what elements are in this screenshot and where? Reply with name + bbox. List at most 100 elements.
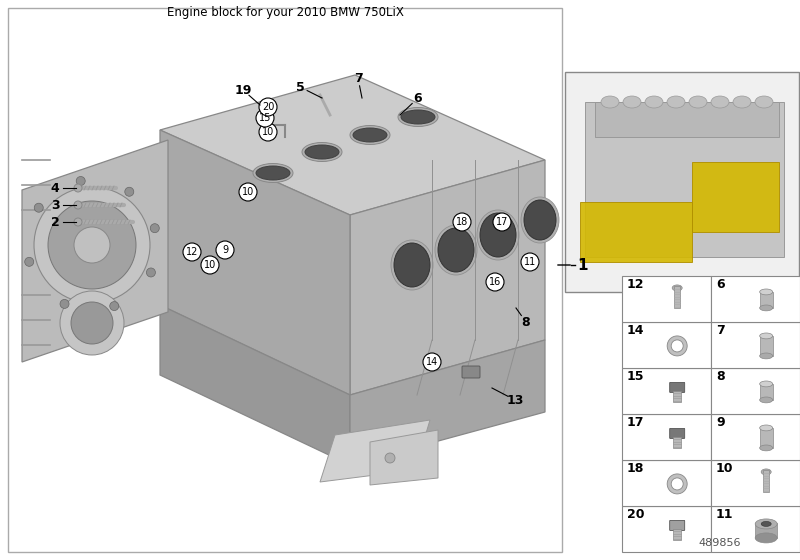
Ellipse shape xyxy=(256,166,290,180)
Text: 1: 1 xyxy=(577,258,587,273)
Text: 10: 10 xyxy=(716,461,734,474)
Ellipse shape xyxy=(761,521,771,526)
Text: 15: 15 xyxy=(259,113,271,123)
Text: 16: 16 xyxy=(489,277,501,287)
Ellipse shape xyxy=(623,96,641,108)
Polygon shape xyxy=(160,75,545,215)
Ellipse shape xyxy=(394,243,430,287)
Ellipse shape xyxy=(524,200,556,240)
Polygon shape xyxy=(160,305,350,465)
Bar xyxy=(711,460,800,506)
Text: 8: 8 xyxy=(716,370,725,382)
Ellipse shape xyxy=(760,353,773,359)
Bar xyxy=(711,414,800,460)
Polygon shape xyxy=(320,420,430,482)
Bar xyxy=(622,276,711,322)
Ellipse shape xyxy=(521,197,559,243)
Text: 7: 7 xyxy=(716,324,725,337)
Text: 17: 17 xyxy=(496,217,508,227)
Polygon shape xyxy=(585,102,784,257)
Bar xyxy=(711,368,800,414)
Bar xyxy=(760,384,773,400)
Ellipse shape xyxy=(353,128,387,142)
Circle shape xyxy=(671,478,683,490)
Text: 6: 6 xyxy=(716,278,725,291)
Ellipse shape xyxy=(760,289,773,295)
Circle shape xyxy=(125,187,134,196)
Circle shape xyxy=(667,336,687,356)
Text: 11: 11 xyxy=(524,257,536,267)
Bar xyxy=(674,286,680,308)
Text: 5: 5 xyxy=(296,81,304,94)
Text: 12: 12 xyxy=(186,247,198,257)
Circle shape xyxy=(671,340,683,352)
Text: 10: 10 xyxy=(262,127,274,137)
Polygon shape xyxy=(580,202,692,262)
FancyBboxPatch shape xyxy=(670,520,685,530)
Circle shape xyxy=(453,213,471,231)
Bar xyxy=(622,414,711,460)
Text: 10: 10 xyxy=(242,187,254,197)
Ellipse shape xyxy=(761,469,771,475)
FancyBboxPatch shape xyxy=(670,428,685,438)
Circle shape xyxy=(385,453,395,463)
Ellipse shape xyxy=(755,533,777,543)
Ellipse shape xyxy=(711,96,729,108)
FancyBboxPatch shape xyxy=(670,382,685,393)
Ellipse shape xyxy=(667,96,685,108)
Polygon shape xyxy=(692,162,779,232)
Bar xyxy=(760,336,773,356)
Text: 6: 6 xyxy=(414,91,422,105)
Circle shape xyxy=(259,98,277,116)
Circle shape xyxy=(423,353,441,371)
Circle shape xyxy=(150,223,159,232)
Ellipse shape xyxy=(601,96,619,108)
Bar xyxy=(673,437,681,448)
Bar xyxy=(622,368,711,414)
Ellipse shape xyxy=(398,108,438,127)
Bar xyxy=(8,8,562,552)
Ellipse shape xyxy=(435,225,477,275)
Polygon shape xyxy=(350,340,545,465)
Ellipse shape xyxy=(391,240,433,290)
Polygon shape xyxy=(22,140,168,362)
Circle shape xyxy=(74,227,110,263)
Ellipse shape xyxy=(401,110,435,124)
Text: 18: 18 xyxy=(627,461,644,474)
Ellipse shape xyxy=(305,145,339,159)
Polygon shape xyxy=(350,160,545,395)
Text: 12: 12 xyxy=(627,278,645,291)
Text: 9: 9 xyxy=(222,245,228,255)
Ellipse shape xyxy=(689,96,707,108)
Text: 11: 11 xyxy=(716,507,734,520)
Polygon shape xyxy=(370,430,438,485)
Text: 13: 13 xyxy=(506,394,524,407)
Text: 20: 20 xyxy=(627,507,645,520)
Bar xyxy=(622,460,711,506)
Ellipse shape xyxy=(477,210,519,260)
Text: 19: 19 xyxy=(234,83,252,96)
Ellipse shape xyxy=(755,96,773,108)
Bar xyxy=(760,428,773,448)
Text: 4: 4 xyxy=(50,181,59,194)
Text: 15: 15 xyxy=(627,370,645,382)
Circle shape xyxy=(493,213,511,231)
Ellipse shape xyxy=(760,333,773,339)
Circle shape xyxy=(74,201,82,209)
Bar xyxy=(711,322,800,368)
Text: 18: 18 xyxy=(456,217,468,227)
Circle shape xyxy=(486,273,504,291)
Polygon shape xyxy=(595,102,779,137)
Bar xyxy=(673,529,681,540)
Ellipse shape xyxy=(760,381,773,387)
Text: 20: 20 xyxy=(262,102,274,112)
Ellipse shape xyxy=(733,96,751,108)
Circle shape xyxy=(74,218,82,226)
Circle shape xyxy=(74,184,82,192)
Circle shape xyxy=(34,187,150,303)
Ellipse shape xyxy=(480,213,516,257)
Text: 17: 17 xyxy=(627,416,645,428)
Text: 8: 8 xyxy=(522,315,530,329)
Circle shape xyxy=(60,291,124,355)
Circle shape xyxy=(667,474,687,494)
